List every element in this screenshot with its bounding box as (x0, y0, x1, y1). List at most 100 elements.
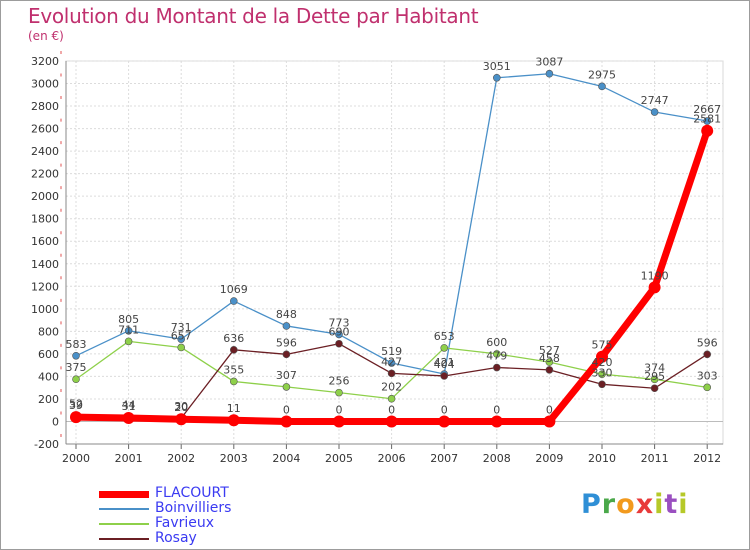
plot-area (65, 60, 724, 445)
data-point-boinvilliers (230, 297, 238, 305)
data-point-rosay (598, 380, 606, 389)
legend-swatch (99, 538, 149, 540)
data-label-flacourt: 0 (283, 403, 290, 416)
unit-label: (en €) (28, 29, 64, 43)
data-label-boinvilliers: 2747 (641, 94, 669, 107)
y-tick-label: 3200 (31, 55, 59, 68)
data-point-favrieux (598, 370, 606, 378)
data-label-boinvilliers: 805 (118, 313, 139, 326)
data-label-rosay: 636 (223, 332, 244, 345)
y-tick-label: 3000 (31, 78, 59, 91)
data-point-boinvilliers (650, 108, 659, 116)
data-label-favrieux: 202 (381, 381, 402, 394)
y-tick-label: 600 (38, 348, 59, 361)
data-point-flacourt (385, 415, 398, 428)
data-label-favrieux: 600 (486, 336, 507, 349)
data-label-favrieux: 375 (66, 361, 87, 374)
data-label-boinvilliers: 2667 (693, 103, 721, 116)
data-point-rosay (650, 384, 659, 393)
data-point-boinvilliers (177, 335, 185, 343)
data-label-favrieux: 355 (223, 363, 244, 376)
data-point-rosay (492, 363, 501, 372)
data-label-boinvilliers: 1069 (220, 283, 248, 296)
data-label-flacourt: 0 (546, 403, 553, 416)
data-label-rosay: 427 (381, 355, 402, 368)
data-label-flacourt: 2581 (693, 113, 721, 126)
data-label-boinvilliers: 2975 (588, 68, 616, 81)
y-tick-label: -200 (34, 438, 59, 451)
data-point-flacourt (122, 411, 135, 424)
data-point-boinvilliers (282, 322, 291, 330)
data-label-rosay: 404 (434, 358, 455, 371)
data-point-flacourt (227, 414, 240, 427)
data-point-rosay (703, 350, 712, 359)
data-label-flacourt: 575 (592, 339, 613, 352)
x-tick-label: 2000 (62, 452, 90, 465)
y-tick-label: 200 (38, 393, 59, 406)
y-tick-label: 400 (38, 370, 59, 383)
data-label-favrieux: 256 (329, 375, 350, 388)
y-tick-label: 2000 (31, 190, 59, 203)
data-label-boinvilliers: 421 (434, 356, 455, 369)
chart-title: Evolution du Montant de la Dette par Hab… (28, 4, 479, 28)
x-tick-label: 2004 (272, 452, 300, 465)
data-label-rosay: 479 (486, 350, 507, 363)
x-tick-label: 2002 (167, 452, 195, 465)
x-tick-label: 2003 (220, 452, 248, 465)
data-label-favrieux: 303 (697, 369, 718, 382)
legend-swatch (99, 490, 149, 498)
data-point-flacourt (175, 413, 188, 426)
y-tick-label: 2600 (31, 123, 59, 136)
x-tick-label: 2001 (115, 452, 143, 465)
data-label-rosay: 596 (697, 336, 718, 349)
data-label-boinvilliers: 731 (171, 321, 192, 334)
data-point-favrieux (492, 350, 501, 358)
data-point-boinvilliers (124, 326, 133, 335)
y-tick-label: 1000 (31, 303, 59, 316)
data-label-flacourt: 0 (336, 403, 343, 416)
data-point-rosay (230, 346, 238, 354)
data-point-boinvilliers (72, 351, 80, 360)
x-tick-label: 2010 (588, 452, 616, 465)
data-point-favrieux (282, 383, 291, 391)
y-tick-label: 1800 (31, 213, 59, 226)
data-label-flacourt: 20 (174, 401, 188, 414)
data-point-favrieux (440, 344, 449, 352)
x-tick-label: 2009 (535, 452, 563, 465)
data-label-favrieux: 420 (592, 356, 613, 369)
data-point-favrieux (335, 388, 343, 397)
data-label-flacourt: 0 (493, 403, 500, 416)
data-label-rosay: 690 (329, 326, 350, 339)
data-label-rosay: 330 (592, 366, 613, 379)
data-label-flacourt: 0 (441, 403, 448, 416)
legend-label: Favrieux (155, 515, 215, 531)
data-label-flacourt: 31 (122, 400, 136, 413)
data-label-favrieux: 653 (434, 330, 455, 343)
y-tick-label: 0 (52, 415, 59, 428)
x-tick-label: 2008 (483, 452, 511, 465)
data-point-rosay (440, 372, 449, 380)
data-point-boinvilliers (545, 69, 554, 78)
legend-swatch (99, 523, 149, 525)
data-point-boinvilliers (598, 82, 606, 91)
data-point-favrieux (545, 358, 554, 366)
data-label-favrieux: 527 (539, 344, 560, 357)
y-tick-label: 2200 (31, 168, 59, 181)
data-point-flacourt (596, 350, 608, 363)
data-label-rosay: 458 (539, 352, 560, 365)
legend-label: FLACOURT (155, 485, 229, 501)
legend-label: Boinvilliers (155, 500, 232, 516)
data-point-rosay (387, 369, 396, 378)
data-point-favrieux (230, 377, 238, 386)
data-label-favrieux: 657 (171, 329, 192, 342)
data-point-boinvilliers (492, 73, 501, 82)
proxiti-logo: Proxiti (581, 489, 689, 520)
data-point-favrieux (72, 375, 80, 384)
data-point-flacourt (648, 281, 661, 294)
data-label-favrieux: 307 (276, 369, 297, 382)
data-point-flacourt (701, 124, 714, 137)
data-label-rosay: 596 (276, 336, 297, 349)
y-tick-label: 2400 (31, 145, 59, 158)
y-tick-label: 2800 (31, 100, 59, 113)
